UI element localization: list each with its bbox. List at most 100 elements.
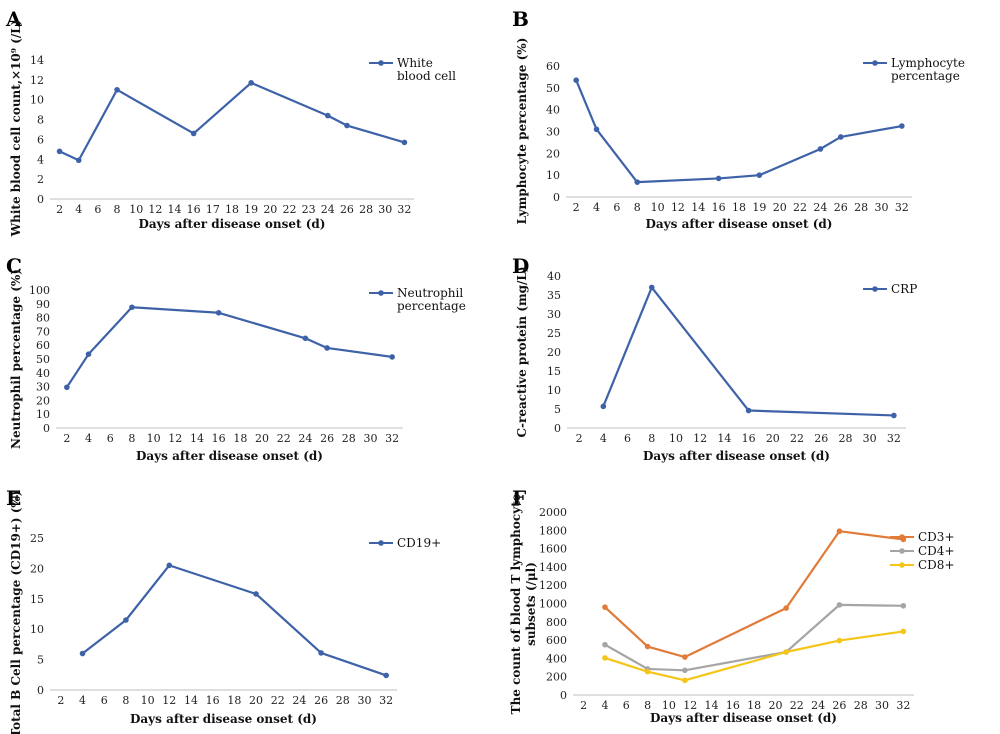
x-tick-label: 14 [717, 432, 731, 445]
data-point [318, 650, 324, 656]
data-point [756, 172, 763, 178]
y-tick-label: 40 [547, 270, 561, 283]
x-tick-label: 6 [623, 699, 630, 712]
y-tick-label: 6 [37, 133, 44, 146]
y-tick-label: 0 [37, 193, 44, 206]
data-point [836, 637, 843, 644]
x-tick-label: 16 [742, 432, 756, 445]
y-tick-label: 40 [36, 367, 50, 380]
y-axis-title: C-reactive protein (mg/L) [515, 266, 529, 437]
data-point [836, 528, 843, 535]
chart-panel-e: E2 4 6 8 10 12 14 16 18 20 22 24 26 28 30 320510152025D… [6, 486, 441, 734]
x-tick-label: 26 [814, 432, 828, 445]
data-point [783, 649, 789, 655]
x-tick-label: 10 [147, 432, 161, 445]
legend-swatch-marker [872, 60, 878, 66]
y-tick-label: 15 [30, 593, 44, 606]
y-tick-label: 1400 [539, 561, 567, 574]
x-tick-label: 28 [838, 432, 852, 445]
data-point [817, 146, 824, 152]
data-point [682, 677, 688, 684]
x-tick-label: 20 [766, 432, 780, 445]
chart-panel-f: F2 4 6 8 10 12 14 16 18 20 22 24 26 28 30 3202004006008… [509, 486, 955, 725]
x-tick-label: 32 [895, 201, 909, 214]
x-tick-label: 14 [705, 699, 719, 712]
x-tick-label: 22 [793, 201, 807, 214]
x-tick-label: 24 [813, 201, 827, 214]
x-tick-label: 30 [875, 699, 889, 712]
y-tick-label: 15 [547, 365, 561, 378]
x-tick-label: 22 [282, 203, 296, 216]
panel-letter: B [512, 7, 529, 31]
x-tick-label: 26 [832, 699, 846, 712]
panel-letter: E [6, 486, 21, 510]
legend-label-line: White [397, 56, 433, 70]
panel-letter: F [512, 486, 526, 510]
series-line-1 [604, 603, 904, 672]
y-tick-label: 10 [36, 408, 50, 421]
y-tick-label: 1200 [539, 579, 567, 592]
data-point [644, 668, 651, 675]
legend-label-line: percentage [891, 69, 960, 83]
data-point [114, 86, 120, 93]
legend-label: Neutrophil percentage [397, 286, 466, 313]
legend-label: CD3+ [918, 530, 955, 544]
legend-label-line: CD3+ [918, 530, 955, 544]
data-point [56, 148, 63, 155]
x-tick-label: 19 [752, 201, 766, 214]
x-tick-label: 32 [397, 203, 411, 216]
x-tick-label: 17 [206, 203, 220, 216]
data-point [190, 130, 197, 137]
x-tick-label: 4 [601, 699, 608, 712]
legend-label-line: CD4+ [918, 544, 955, 558]
x-tick-label: 30 [363, 432, 377, 445]
y-tick-label: 5 [554, 403, 561, 416]
data-point [783, 605, 789, 611]
y-tick-label: 20 [547, 346, 561, 359]
x-tick-label: 14 [184, 694, 198, 707]
x-tick-label: 14 [190, 432, 204, 445]
x-tick-label: 12 [671, 201, 685, 214]
y-tick-label: 1800 [539, 524, 567, 537]
y-tick-label: 100 [29, 284, 50, 297]
y-axis-title-line: The count of blood T lymphocyte [509, 493, 523, 714]
chart-panel-c: C2 4 6 8 10 12 14 16 18 20 22 24 26 28 30 3201020304050… [6, 254, 466, 463]
data-point [682, 667, 688, 674]
x-tick-label: 10 [662, 699, 676, 712]
x-tick-label: 32 [887, 432, 901, 445]
legend-label-line: Neutrophil [397, 286, 463, 300]
x-tick-label: 20 [773, 201, 787, 214]
data-point [900, 628, 907, 635]
y-axis-title: Neutrophil percentage (%) [9, 269, 23, 449]
y-tick-label: 2000 [539, 506, 567, 519]
x-tick-label: 19 [244, 203, 258, 216]
data-point [302, 335, 309, 342]
y-tick-label: 4 [37, 153, 44, 166]
x-tick-label: 10 [129, 203, 143, 216]
x-tick-label: 20 [249, 694, 263, 707]
chart-panel-b: B2 4 6 8 10 12 14 16 18 19 20 22 24 26 28 30 32010203040… [512, 7, 965, 231]
x-tick-label: 30 [874, 201, 888, 214]
data-point [682, 654, 688, 660]
x-axis-title: Days after disease onset (d) [136, 449, 323, 463]
y-tick-label: 200 [546, 671, 567, 684]
y-tick-label: 14 [30, 54, 44, 67]
x-tick-label: 8 [634, 201, 641, 214]
y-tick-label: 800 [546, 616, 567, 629]
x-tick-label: 8 [128, 432, 135, 445]
y-tick-label: 30 [547, 308, 561, 321]
data-point [837, 134, 844, 140]
x-tick-label: 16 [206, 694, 220, 707]
y-tick-label: 2 [37, 173, 44, 186]
x-tick-label: 10 [651, 201, 665, 214]
x-tick-label: 30 [378, 203, 392, 216]
x-tick-label: 6 [94, 203, 101, 216]
x-tick-label: 10 [669, 432, 683, 445]
data-point [123, 617, 129, 623]
series-line-0 [575, 79, 903, 184]
legend-swatch-marker [899, 534, 905, 540]
x-tick-label: 2 [56, 203, 63, 216]
y-tick-label: 0 [43, 422, 50, 435]
y-tick-label: 60 [36, 339, 50, 352]
